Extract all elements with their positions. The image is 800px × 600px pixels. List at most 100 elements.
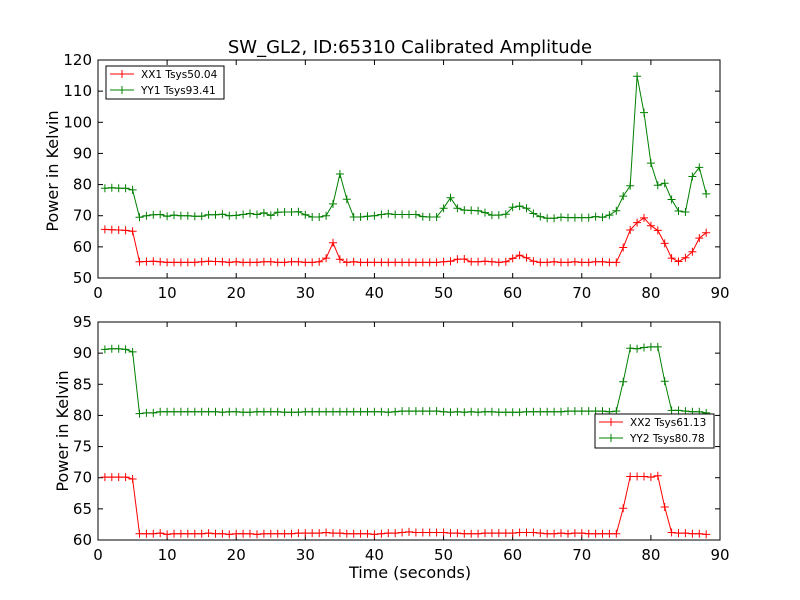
bottom-series-1-point: [619, 504, 628, 513]
top-series-2-point: [114, 184, 123, 193]
top-series-1-point: [280, 258, 289, 267]
bottom-series-2-point: [384, 408, 393, 417]
top-series-1-point: [156, 257, 165, 266]
top-series-1-point: [322, 254, 331, 263]
bottom-series-1-point: [418, 528, 427, 537]
top-series-2-point: [356, 213, 365, 221]
bottom-series-1-point: [211, 529, 220, 538]
top-series-1-point: [107, 225, 116, 234]
bottom-series-1-point: [453, 529, 462, 538]
top-series-1-point: [142, 257, 151, 266]
bottom-series-1-point: [253, 530, 261, 539]
top-series-1-point: [646, 221, 655, 230]
bottom-series-2-point: [425, 407, 434, 416]
top-series-1-point: [170, 258, 178, 267]
top-series-2-point: [529, 209, 538, 218]
bottom-series-2-point: [315, 407, 324, 416]
top-series-1-point: [501, 257, 510, 266]
bottom-series-2-point: [460, 408, 469, 417]
bottom-series-1-point: [501, 529, 510, 538]
top-series-1-point: [246, 258, 254, 267]
top-series-2-point: [515, 202, 524, 211]
top-series-2-point: [246, 209, 254, 218]
x-axis-label: Time (seconds): [348, 563, 471, 582]
bottom-series-1-point: [176, 529, 185, 538]
bottom-series-1-point: [405, 527, 413, 536]
bottom-series-2-point: [398, 407, 407, 416]
top-series-1-point: [418, 258, 427, 267]
bottom-series-2-point: [176, 407, 185, 416]
top-series-2-point: [612, 206, 621, 215]
bottom-series-2-point: [107, 344, 116, 353]
bottom-series-1-point: [315, 529, 324, 538]
top-series-2-point: [418, 212, 427, 221]
top-series-1-point: [605, 258, 614, 267]
bottom-series-1-point: [349, 529, 358, 538]
bottom-y-tick-label: 90: [73, 344, 92, 362]
bottom-y-tick-label: 60: [73, 531, 92, 549]
bottom-series-2-point: [501, 408, 510, 417]
top-series-1-point: [287, 257, 296, 266]
bottom-series-1-point: [570, 529, 579, 538]
top-y-tick-label: 90: [73, 144, 92, 162]
top-series-1-point: [239, 258, 248, 267]
top-y-tick-label: 110: [63, 82, 92, 100]
top-series-2-point: [598, 213, 607, 222]
bottom-series-2-point: [564, 407, 572, 416]
top-series-1-point: [487, 257, 496, 266]
bottom-series-1-point: [301, 529, 310, 538]
top-series-2-point: [349, 213, 358, 221]
bottom-series-1-point: [605, 529, 614, 538]
top-series-1-point: [135, 257, 144, 266]
legend-item-xx2: XX2 Tsys61.13: [599, 417, 706, 429]
bottom-series-2-point: [121, 345, 130, 354]
top-series-1-point: [405, 258, 413, 267]
top-series-2-point: [543, 214, 552, 223]
top-series-2-point: [626, 181, 635, 190]
top-series-1-point: [149, 257, 158, 266]
top-series-2-point: [577, 213, 586, 222]
top-series-2-point: [183, 211, 192, 220]
bottom-series-2-point: [197, 407, 206, 416]
bottom-series-1-point: [398, 528, 407, 537]
bottom-series-1-point: [384, 529, 393, 538]
top-series-2-point: [322, 211, 331, 220]
bottom-series-1-point: [114, 473, 123, 482]
top-series-1-point: [577, 258, 586, 267]
bottom-series-2-point: [294, 408, 303, 417]
top-series-2-point: [225, 211, 234, 220]
bottom-series-1-point: [536, 529, 545, 538]
top-y-tick-label: 50: [73, 269, 92, 287]
top-series-1-point: [702, 228, 711, 237]
top-series-2-point: [232, 211, 241, 220]
legend-label-xx1: XX1 Tsys50.04: [141, 69, 218, 81]
top-series-2-point: [474, 206, 483, 215]
top-series-2-point: [176, 211, 185, 220]
top-series-2-point: [218, 210, 227, 219]
legend-item-xx1: XX1 Tsys50.04: [110, 69, 218, 81]
top-series-2-point: [329, 199, 337, 208]
bottom-x-tick-label: 60: [503, 546, 522, 564]
top-panel: SW_GL2, ID:65310 Calibrated Amplitude Po…: [43, 37, 730, 302]
bottom-series-2-point: [204, 407, 213, 416]
bottom-y-tick-label: 80: [73, 406, 92, 424]
bottom-series-2-point: [163, 407, 172, 416]
bottom-series-2-point: [543, 407, 552, 416]
bottom-series-2-point: [342, 407, 351, 416]
top-series-1-point: [329, 238, 337, 247]
bottom-series-1-point: [522, 528, 531, 537]
bottom-series-1-point: [356, 529, 365, 538]
top-series-1-point: [176, 258, 185, 267]
top-series-2-point: [280, 208, 289, 216]
bottom-y-tick-label: 95: [73, 313, 92, 331]
bottom-series-2-point: [266, 407, 275, 416]
top-series-2-point: [100, 184, 109, 193]
legend-label-yy1: YY1 Tsys93.41: [140, 85, 216, 97]
top-series-1-point: [515, 251, 524, 260]
top-series-2-point: [266, 211, 275, 220]
bottom-legend-box: [594, 413, 715, 449]
top-series-2-point: [156, 210, 165, 219]
top-series-2-point: [197, 212, 206, 221]
bottom-series-1-point: [425, 528, 434, 537]
bottom-series-2-point: [584, 407, 593, 416]
